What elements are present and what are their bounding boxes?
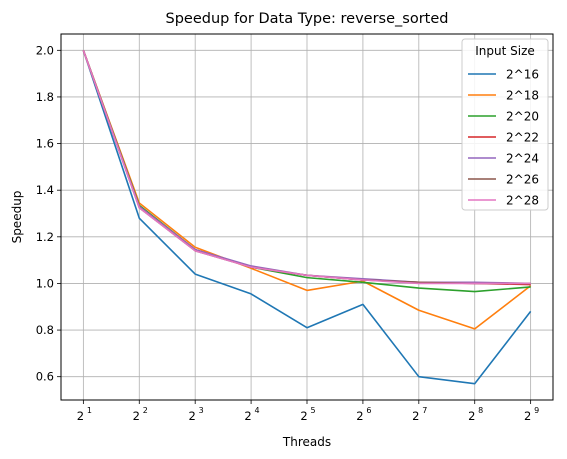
legend-label: 2^28	[506, 194, 539, 208]
x-tick-exponent: 5	[310, 406, 315, 415]
x-tick-exponent: 9	[534, 406, 539, 415]
y-tick-label: 2.0	[36, 43, 54, 57]
series-line-2-28	[82, 50, 531, 285]
chart-title: Speedup for Data Type: reverse_sorted	[166, 11, 449, 27]
x-tick-label: 2	[412, 409, 419, 423]
x-tick-label: 2	[77, 409, 84, 423]
x-tick-exponent: 4	[255, 406, 260, 415]
x-tick-label: 2	[356, 409, 363, 423]
x-tick-exponent: 8	[478, 406, 483, 415]
legend-label: 2^24	[506, 152, 539, 166]
x-axis-title: Threads	[282, 435, 331, 449]
x-tick-exponent: 6	[366, 406, 371, 415]
legend-label: 2^16	[506, 68, 539, 82]
y-tick-label: 1.0	[36, 276, 54, 290]
legend-title: Input Size	[475, 44, 535, 58]
legend-label: 2^18	[506, 89, 539, 103]
legend-label: 2^20	[506, 110, 539, 124]
y-axis-title: Speedup	[10, 191, 24, 244]
x-tick-exponent: 2	[143, 406, 148, 415]
x-tick-label: 2	[133, 409, 140, 423]
y-tick-label: 1.8	[36, 90, 54, 104]
legend-label: 2^22	[506, 131, 539, 145]
x-tick-label: 2	[244, 409, 251, 423]
y-tick-label: 1.6	[36, 137, 54, 151]
x-tick-label: 2	[189, 409, 196, 423]
x-tick-label: 2	[300, 409, 307, 423]
x-tick-label: 2	[524, 409, 531, 423]
legend-box	[461, 38, 549, 211]
y-tick-label: 1.4	[36, 183, 54, 197]
series-lines	[82, 50, 532, 385]
y-tick-label: 1.2	[36, 230, 54, 244]
x-tick-label: 2	[468, 409, 475, 423]
series-line-2-18	[82, 50, 532, 330]
y-tick-label: 0.6	[36, 370, 54, 384]
x-tick-exponent: 7	[422, 406, 427, 415]
x-tick-exponent: 3	[199, 406, 204, 415]
x-tick-exponent: 1	[87, 406, 92, 415]
legend: Input Size 2^16 2^18 2^20 2^22 2^24 2^26 2^28	[461, 38, 549, 211]
y-tick-label: 0.8	[36, 323, 54, 337]
axis-ticks: 2 1 2 2 2 3 2 4 2 5 2 6 2 7 2 8 2 90.60.81.01.21.41.61.82…	[36, 43, 539, 423]
series-line-2-16	[82, 50, 532, 385]
legend-label: 2^26	[506, 173, 539, 187]
